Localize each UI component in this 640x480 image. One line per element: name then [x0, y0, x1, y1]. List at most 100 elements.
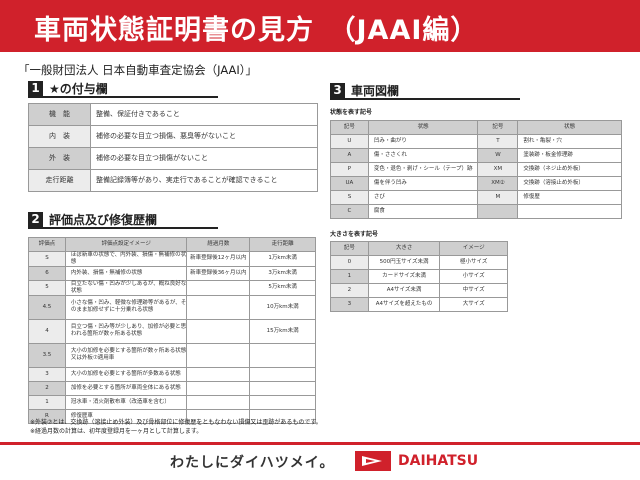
size-table: 記号 大きさ イメージ 0 500円玉サイズ未満 極小サイズ 1 カードサイズ未満 小サイズ 2 A…	[330, 241, 508, 312]
row-label: 内 装	[28, 125, 91, 148]
column-header: 記号	[330, 120, 369, 135]
table-row: 5 目立たない傷・凹みが少しあるが、概ね良好な状態 5万km未満	[28, 279, 316, 296]
row-text: 補修の必要な目立つ損傷がないこと	[90, 147, 318, 170]
table-cell: S	[28, 251, 66, 267]
table-row: R 修復歴車	[28, 408, 316, 424]
table-row: 2 加修を必要とする箇所が車両全体にある状態	[28, 380, 316, 396]
table-cell: 割れ・亀裂・穴	[517, 134, 622, 149]
section-title: 車両図欄	[351, 83, 400, 98]
brand-name: DAIHATSU	[398, 453, 479, 469]
page-title: 車両状態証明書の見方 （JAAI編）	[34, 15, 479, 46]
table-row: 4.5 小さな傷・凹み、軽微な修理跡等があるが、そのまま加修せずに十分乗れる状態 1…	[28, 294, 316, 320]
row-text: 整備、保証付きであること	[90, 103, 318, 126]
table-cell: 冠水車・消火剤散布車（改造車を含む）	[64, 394, 188, 410]
header-row: 評価点 評価点設定イメージ 経過月数 走行距離	[28, 237, 316, 252]
divider	[0, 442, 640, 445]
table-row: 外 装補修の必要な目立つ損傷がないこと	[28, 147, 318, 170]
table-cell: 新車登録後12ヶ月以内	[186, 251, 251, 267]
table-row: 3 A4サイズを超えたもの 大サイズ	[330, 297, 508, 312]
size-label: 大きさを表す記号	[330, 231, 379, 238]
table-cell: 目立つ傷・凹み等が少しあり、加修が必要と思われる箇所が数ヶ所ある状態	[64, 318, 188, 344]
table-row: 3 大小の加修を必要とする箇所が多数ある状態	[28, 366, 316, 382]
table-row: 走行距離 整備記録簿等があり、実走行であることが確認できること	[28, 169, 318, 192]
table-cell: 目立たない傷・凹みが少しあるが、概ね良好な状態	[64, 279, 188, 296]
table-cell: 大サイズ	[439, 297, 508, 312]
table-cell	[186, 380, 251, 396]
section-number: 1	[28, 80, 43, 96]
column-header: 記号	[477, 120, 519, 135]
table-cell: 3	[330, 297, 369, 312]
note: ※外装⑦とは、交換跡（溶接止め外装）及び骨格部位に修復歴をともなわない損傷又は歪…	[30, 419, 322, 426]
table-row: 3.5 大小の加修を必要とする箇所が数ヶ所ある状態又は外板⑦適用車	[28, 342, 316, 368]
row-text: 補修の必要な目立つ損傷、悪臭等がないこと	[90, 125, 318, 148]
table-row: UA 傷を伴う凹み XM② 交換跡（溶接止め外板）	[330, 176, 622, 191]
table-cell	[186, 366, 251, 382]
table-cell: 小サイズ	[439, 269, 508, 284]
table-cell: 3.5	[28, 342, 66, 368]
table-row: 2 A4サイズ未満 中サイズ	[330, 283, 508, 298]
table-cell: 5万km未満	[249, 279, 316, 296]
table-cell: 極小サイズ	[439, 255, 508, 270]
table-cell: U	[330, 134, 369, 149]
table-cell: 0	[330, 255, 369, 270]
table-cell: 傷を伴う凹み	[367, 176, 479, 191]
column-header: 状態	[517, 120, 622, 135]
table-row: 1 カードサイズ未満 小サイズ	[330, 269, 508, 284]
table-cell	[249, 366, 316, 382]
notes: ※外装⑦とは、交換跡（溶接止め外装）及び骨格部位に修復歴をともなわない損傷又は歪…	[30, 418, 322, 436]
table-cell: 4.5	[28, 294, 66, 320]
table-cell: 1	[28, 394, 66, 410]
daihatsu-logo-icon	[355, 451, 391, 471]
section-number: 3	[330, 82, 345, 98]
table-cell: 変色・退色・剥げ・シール（テープ）跡	[367, 162, 479, 177]
table-cell	[186, 279, 251, 296]
table-cell: さび	[367, 190, 479, 205]
table-cell: 大小の加修を必要とする箇所が多数ある状態	[64, 366, 188, 382]
table-row: 0 500円玉サイズ未満 極小サイズ	[330, 255, 508, 270]
table-cell: A4サイズ未満	[367, 283, 441, 298]
table-cell: W	[477, 148, 519, 163]
table-cell	[186, 394, 251, 410]
table-cell: 大小の加修を必要とする箇所が数ヶ所ある状態又は外板⑦適用車	[64, 342, 188, 368]
table-cell: カードサイズ未満	[367, 269, 441, 284]
table-cell: 15万km未満	[249, 318, 316, 344]
organization: 「一般財団法人 日本自動車査定協会（JAAI）」	[18, 63, 258, 77]
table-cell: 6	[28, 265, 66, 281]
table-row: 1 冠水車・消火剤散布車（改造車を含む）	[28, 394, 316, 410]
table-row: 4 目立つ傷・凹み等が少しあり、加修が必要と思われる箇所が数ヶ所ある状態 15万km…	[28, 318, 316, 344]
table-cell	[249, 408, 316, 424]
table-cell	[517, 204, 622, 219]
section-title: 評価点及び修復歴欄	[49, 212, 158, 227]
table-cell: 4	[28, 318, 66, 344]
column-header: イメージ	[439, 241, 508, 256]
table-cell: XM	[477, 162, 519, 177]
row-label: 走行距離	[28, 169, 91, 192]
table-cell: 交換跡（ネジ止め外板）	[517, 162, 622, 177]
column-header: 状態	[367, 120, 479, 135]
table-cell	[186, 294, 251, 320]
table-cell: A4サイズを超えたもの	[367, 297, 441, 312]
row-label: 機 能	[28, 103, 91, 126]
table-row: 6 内外装、損傷・無補修の状態 新車登録後36ヶ月以内 3万km未満	[28, 265, 316, 281]
table-cell: 2	[330, 283, 369, 298]
column-header: 記号	[330, 241, 369, 256]
section1-heading: 1 ★の付与欄	[28, 80, 218, 98]
table-cell: 修復歴	[517, 190, 622, 205]
table-cell: 傷・ささくれ	[367, 148, 479, 163]
table-cell: 10万km未満	[249, 294, 316, 320]
table-cell	[249, 380, 316, 396]
table-cell: XM②	[477, 176, 519, 191]
table-row: 内 装補修の必要な目立つ損傷、悪臭等がないこと	[28, 125, 318, 148]
table-row: P 変色・退色・剥げ・シール（テープ）跡 XM 交換跡（ネジ止め外板）	[330, 162, 622, 177]
column-header: 評価点	[28, 237, 66, 252]
column-header: 走行距離	[249, 237, 316, 252]
star-table: 機 能整備、保証付きであること内 装補修の必要な目立つ損傷、悪臭等がないこと外 …	[28, 103, 318, 192]
table-cell	[249, 342, 316, 368]
table-cell: 腐食	[367, 204, 479, 219]
section-number: 2	[28, 211, 43, 227]
table-cell: 新車登録後36ヶ月以内	[186, 265, 251, 281]
section-title: ★の付与欄	[49, 81, 108, 96]
table-row: A 傷・ささくれ W 塗装跡・板金修理跡	[330, 148, 622, 163]
section2-heading: 2 評価点及び修復歴欄	[28, 211, 218, 229]
table-cell: 凹み・曲がり	[367, 134, 479, 149]
